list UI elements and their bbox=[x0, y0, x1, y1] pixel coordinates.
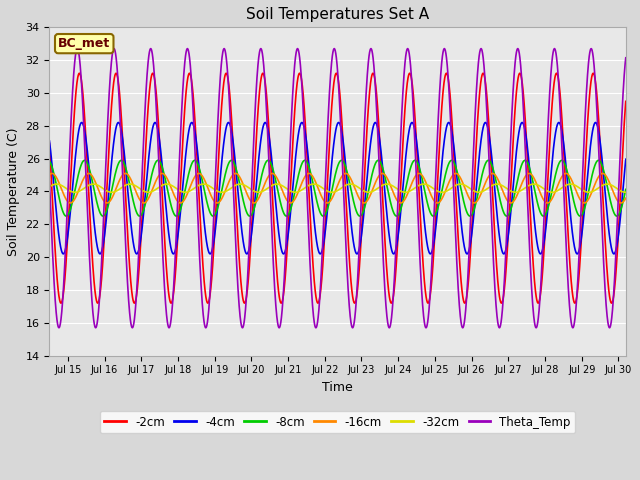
-32cm bbox=[548, 190, 556, 195]
-16cm bbox=[617, 200, 625, 206]
Theta_Temp bbox=[622, 55, 630, 60]
Title: Soil Temperatures Set A: Soil Temperatures Set A bbox=[246, 7, 429, 22]
Y-axis label: Soil Temperature (C): Soil Temperature (C) bbox=[7, 127, 20, 256]
-16cm bbox=[548, 195, 556, 201]
-16cm bbox=[622, 195, 630, 201]
X-axis label: Time: Time bbox=[322, 381, 353, 394]
Text: BC_met: BC_met bbox=[58, 37, 110, 50]
-16cm bbox=[292, 195, 300, 201]
-32cm bbox=[291, 190, 299, 195]
-8cm bbox=[484, 157, 492, 163]
-4cm bbox=[292, 154, 300, 160]
Theta_Temp bbox=[146, 48, 154, 54]
-2cm bbox=[267, 158, 275, 164]
-4cm bbox=[146, 147, 154, 153]
-32cm bbox=[611, 184, 619, 190]
Line: -16cm: -16cm bbox=[49, 173, 626, 203]
-4cm bbox=[611, 250, 619, 256]
-4cm bbox=[111, 128, 119, 134]
-2cm bbox=[111, 72, 119, 77]
Line: -32cm: -32cm bbox=[49, 184, 626, 192]
-4cm bbox=[622, 156, 630, 162]
-4cm bbox=[592, 120, 600, 125]
Theta_Temp bbox=[55, 325, 63, 331]
-2cm bbox=[622, 98, 630, 104]
-4cm bbox=[267, 146, 275, 152]
-8cm bbox=[146, 182, 154, 188]
-32cm bbox=[145, 189, 153, 195]
-16cm bbox=[111, 187, 119, 193]
-2cm bbox=[611, 283, 619, 289]
-32cm bbox=[267, 183, 275, 189]
-8cm bbox=[611, 212, 619, 217]
-32cm bbox=[604, 181, 611, 187]
Theta_Temp bbox=[45, 179, 53, 184]
-4cm bbox=[45, 138, 53, 144]
-8cm bbox=[62, 213, 70, 219]
-4cm bbox=[60, 251, 67, 257]
-32cm bbox=[45, 184, 53, 190]
-16cm bbox=[611, 192, 618, 198]
-32cm bbox=[622, 190, 630, 195]
-16cm bbox=[146, 193, 154, 199]
-4cm bbox=[548, 155, 556, 160]
-8cm bbox=[267, 160, 275, 166]
Theta_Temp bbox=[549, 52, 557, 58]
Theta_Temp bbox=[111, 49, 119, 55]
Line: -4cm: -4cm bbox=[49, 122, 626, 254]
Legend: -2cm, -4cm, -8cm, -16cm, -32cm, Theta_Temp: -2cm, -4cm, -8cm, -16cm, -32cm, Theta_Te… bbox=[100, 411, 575, 433]
Line: Theta_Temp: Theta_Temp bbox=[49, 48, 626, 328]
-8cm bbox=[45, 158, 53, 164]
-16cm bbox=[45, 172, 53, 178]
-16cm bbox=[48, 170, 56, 176]
-16cm bbox=[267, 171, 275, 177]
-2cm bbox=[45, 141, 53, 146]
-32cm bbox=[111, 189, 119, 194]
-2cm bbox=[548, 96, 556, 102]
-2cm bbox=[292, 96, 300, 101]
Theta_Temp bbox=[611, 272, 619, 277]
-8cm bbox=[549, 185, 557, 191]
Line: -8cm: -8cm bbox=[49, 160, 626, 216]
-8cm bbox=[622, 187, 630, 192]
-2cm bbox=[589, 71, 597, 76]
-8cm bbox=[111, 170, 119, 176]
-2cm bbox=[145, 89, 153, 95]
-8cm bbox=[292, 185, 300, 191]
-32cm bbox=[292, 190, 300, 195]
Theta_Temp bbox=[477, 46, 485, 51]
-2cm bbox=[204, 300, 212, 306]
Theta_Temp bbox=[292, 53, 300, 59]
Theta_Temp bbox=[267, 201, 275, 206]
Line: -2cm: -2cm bbox=[49, 73, 626, 303]
